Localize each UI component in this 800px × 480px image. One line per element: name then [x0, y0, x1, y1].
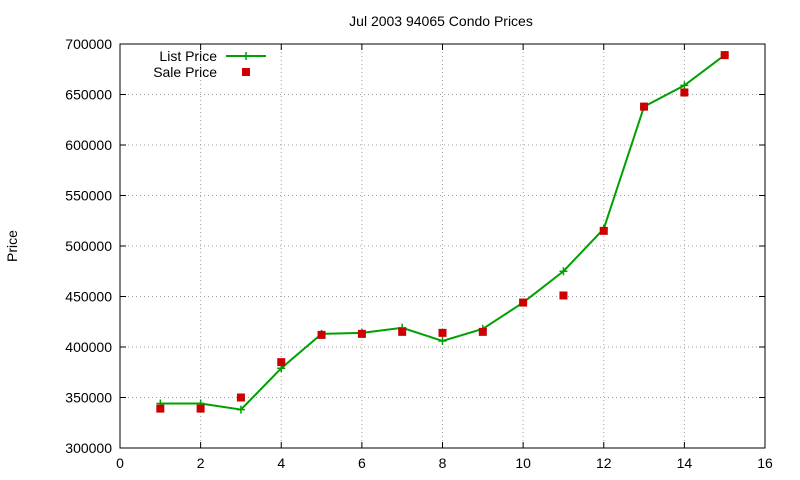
- list-price-point: [236, 405, 245, 414]
- sale-price-point: [640, 102, 649, 111]
- y-tick-label: 300000: [65, 440, 112, 456]
- x-tick-label: 8: [439, 455, 447, 471]
- sale-price-point: [519, 298, 528, 307]
- y-axis-label: Price: [4, 230, 20, 262]
- sale-price-point: [277, 358, 286, 367]
- legend-label: List Price: [159, 48, 217, 64]
- axis-ticks: 300000 350000 400000 450000 500000 550000 6000…: [65, 36, 773, 471]
- x-tick-label: 10: [515, 455, 531, 471]
- sale-price-point: [559, 291, 568, 300]
- sale-price-point: [317, 330, 326, 339]
- sale-price-point: [398, 327, 407, 336]
- y-tick-label: 500000: [65, 238, 112, 254]
- sale-price-point: [720, 51, 729, 60]
- x-tick-label: 6: [358, 455, 366, 471]
- series-sale-price: [156, 51, 729, 413]
- sale-price-point: [156, 404, 165, 413]
- x-tick-label: 2: [197, 455, 205, 471]
- legend-square-sample: [242, 68, 250, 76]
- chart-title: Jul 2003 94065 Condo Prices: [349, 13, 533, 29]
- grid-lines: [120, 44, 765, 448]
- y-tick-label: 550000: [65, 188, 112, 204]
- list-price-point: [680, 81, 689, 90]
- x-tick-label: 4: [277, 455, 285, 471]
- sale-price-point: [236, 393, 245, 402]
- x-tick-label: 14: [677, 455, 693, 471]
- x-tick-label: 16: [757, 455, 773, 471]
- sale-price-point: [357, 329, 366, 338]
- sale-price-point: [680, 88, 689, 97]
- sale-price-point: [599, 226, 608, 235]
- x-tick-label: 0: [116, 455, 124, 471]
- list-price-point: [438, 336, 447, 345]
- x-tick-label: 12: [596, 455, 612, 471]
- legend-plus-sample: [242, 52, 250, 60]
- y-tick-label: 650000: [65, 87, 112, 103]
- y-tick-label: 350000: [65, 390, 112, 406]
- list-price-point: [559, 267, 568, 276]
- sale-price-point: [196, 404, 205, 413]
- y-tick-label: 450000: [65, 289, 112, 305]
- legend-label: Sale Price: [153, 64, 217, 80]
- sale-price-point: [438, 328, 447, 337]
- sale-price-point: [478, 327, 487, 336]
- plot-frame: [119, 43, 766, 449]
- y-tick-label: 600000: [65, 137, 112, 153]
- series-layer: [156, 51, 729, 414]
- y-tick-label: 400000: [65, 339, 112, 355]
- y-tick-label: 700000: [65, 36, 112, 52]
